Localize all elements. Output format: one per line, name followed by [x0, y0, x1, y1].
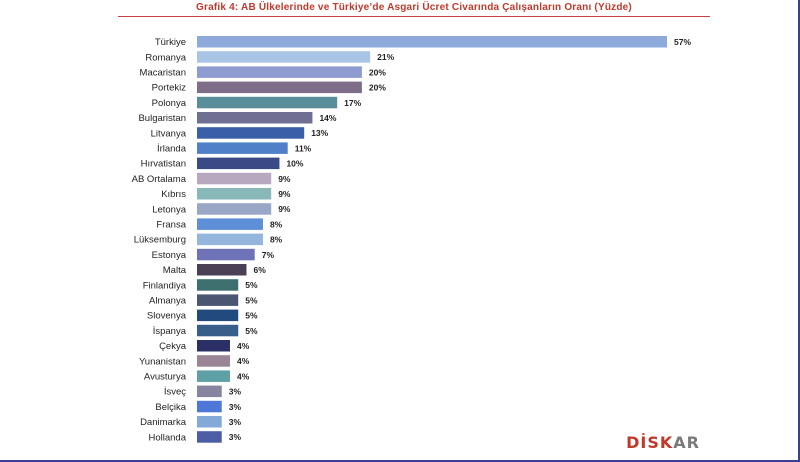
- value-label: 3%: [229, 432, 242, 442]
- bar: [197, 112, 313, 124]
- category-label: Hırvatistan: [141, 159, 186, 170]
- category-label: İrlanda: [157, 143, 187, 154]
- value-label: 8%: [270, 235, 283, 245]
- bar: [197, 400, 222, 413]
- category-label: Letonya: [152, 204, 187, 215]
- category-label: Hollanda: [149, 432, 187, 443]
- value-label: 5%: [245, 295, 258, 305]
- category-label: Bulgaristan: [138, 113, 186, 124]
- value-label: 9%: [278, 189, 291, 199]
- bar: [197, 294, 239, 306]
- bar: [197, 355, 230, 367]
- chart-title: Grafik 4: AB Ülkelerinde ve Türkiye’de A…: [196, 2, 632, 13]
- bar: [197, 172, 272, 185]
- bar: [197, 96, 338, 109]
- value-label: 9%: [278, 204, 291, 214]
- value-label: 3%: [229, 417, 242, 427]
- bar: [197, 188, 272, 200]
- bar: [197, 370, 230, 382]
- value-label: 21%: [377, 52, 394, 62]
- logo-part-2: AR: [673, 433, 700, 452]
- value-label: 14%: [319, 113, 336, 123]
- bar: [197, 340, 230, 352]
- value-label: 4%: [237, 341, 250, 351]
- value-label: 7%: [262, 250, 275, 260]
- bar: [197, 66, 362, 78]
- category-label: Lüksemburg: [134, 235, 186, 246]
- bar: [197, 431, 222, 443]
- category-label: Macaristan: [140, 67, 186, 78]
- category-label: Slovenya: [147, 311, 187, 322]
- bar: [197, 81, 362, 94]
- bar: [197, 233, 263, 246]
- title-underline: [118, 16, 710, 17]
- value-label: 9%: [278, 174, 291, 184]
- disk-ar-logo: DİSKAR: [626, 433, 700, 452]
- value-label: 3%: [229, 387, 242, 397]
- value-label: 5%: [245, 280, 258, 290]
- bar: [197, 36, 667, 48]
- value-label: 5%: [245, 311, 258, 321]
- bar: [197, 385, 222, 398]
- category-label: Polonya: [152, 98, 187, 109]
- category-label: Kıbrıs: [161, 189, 186, 200]
- bar: [197, 157, 280, 170]
- bar: [197, 279, 239, 291]
- value-label: 13%: [311, 128, 328, 138]
- value-label: 3%: [229, 402, 242, 412]
- category-label: Türkiye: [155, 37, 186, 48]
- value-label: 20%: [369, 83, 386, 93]
- category-label: Estonya: [152, 250, 187, 261]
- category-label: Belçika: [155, 402, 186, 413]
- category-label: Finlandiya: [143, 280, 187, 291]
- category-label: Danimarka: [140, 417, 187, 428]
- bar: [197, 248, 255, 261]
- value-label: 57%: [674, 37, 691, 47]
- category-label: İspanya: [153, 326, 187, 337]
- value-label: 8%: [270, 219, 283, 229]
- value-label: 4%: [237, 371, 250, 381]
- value-label: 6%: [253, 265, 266, 275]
- value-label: 10%: [286, 159, 303, 169]
- category-label: AB Ortalama: [132, 174, 187, 185]
- value-label: 17%: [344, 98, 361, 108]
- category-label: Portekiz: [152, 83, 187, 94]
- bar: [197, 142, 288, 154]
- category-label: Yunanistan: [139, 356, 186, 367]
- category-label: Malta: [163, 265, 187, 276]
- category-label: Fransa: [156, 219, 186, 230]
- category-label: Romanya: [145, 52, 186, 63]
- category-label: Avusturya: [144, 371, 187, 382]
- category-label: İsveç: [164, 387, 186, 398]
- logo-part-1: DİSK: [626, 433, 674, 452]
- category-label: Çekya: [159, 341, 187, 352]
- value-label: 11%: [295, 143, 312, 153]
- bar: [197, 203, 272, 215]
- value-label: 4%: [237, 356, 250, 366]
- bar: [197, 51, 371, 63]
- bar: [197, 416, 222, 428]
- bar: [197, 264, 247, 276]
- bar: [197, 218, 263, 230]
- bar: [197, 324, 239, 337]
- value-label: 20%: [369, 67, 386, 77]
- bar: [197, 127, 305, 139]
- bar: [197, 309, 239, 322]
- value-label: 5%: [245, 326, 258, 336]
- category-label: Almanya: [149, 295, 187, 306]
- category-label: Litvanya: [151, 128, 187, 139]
